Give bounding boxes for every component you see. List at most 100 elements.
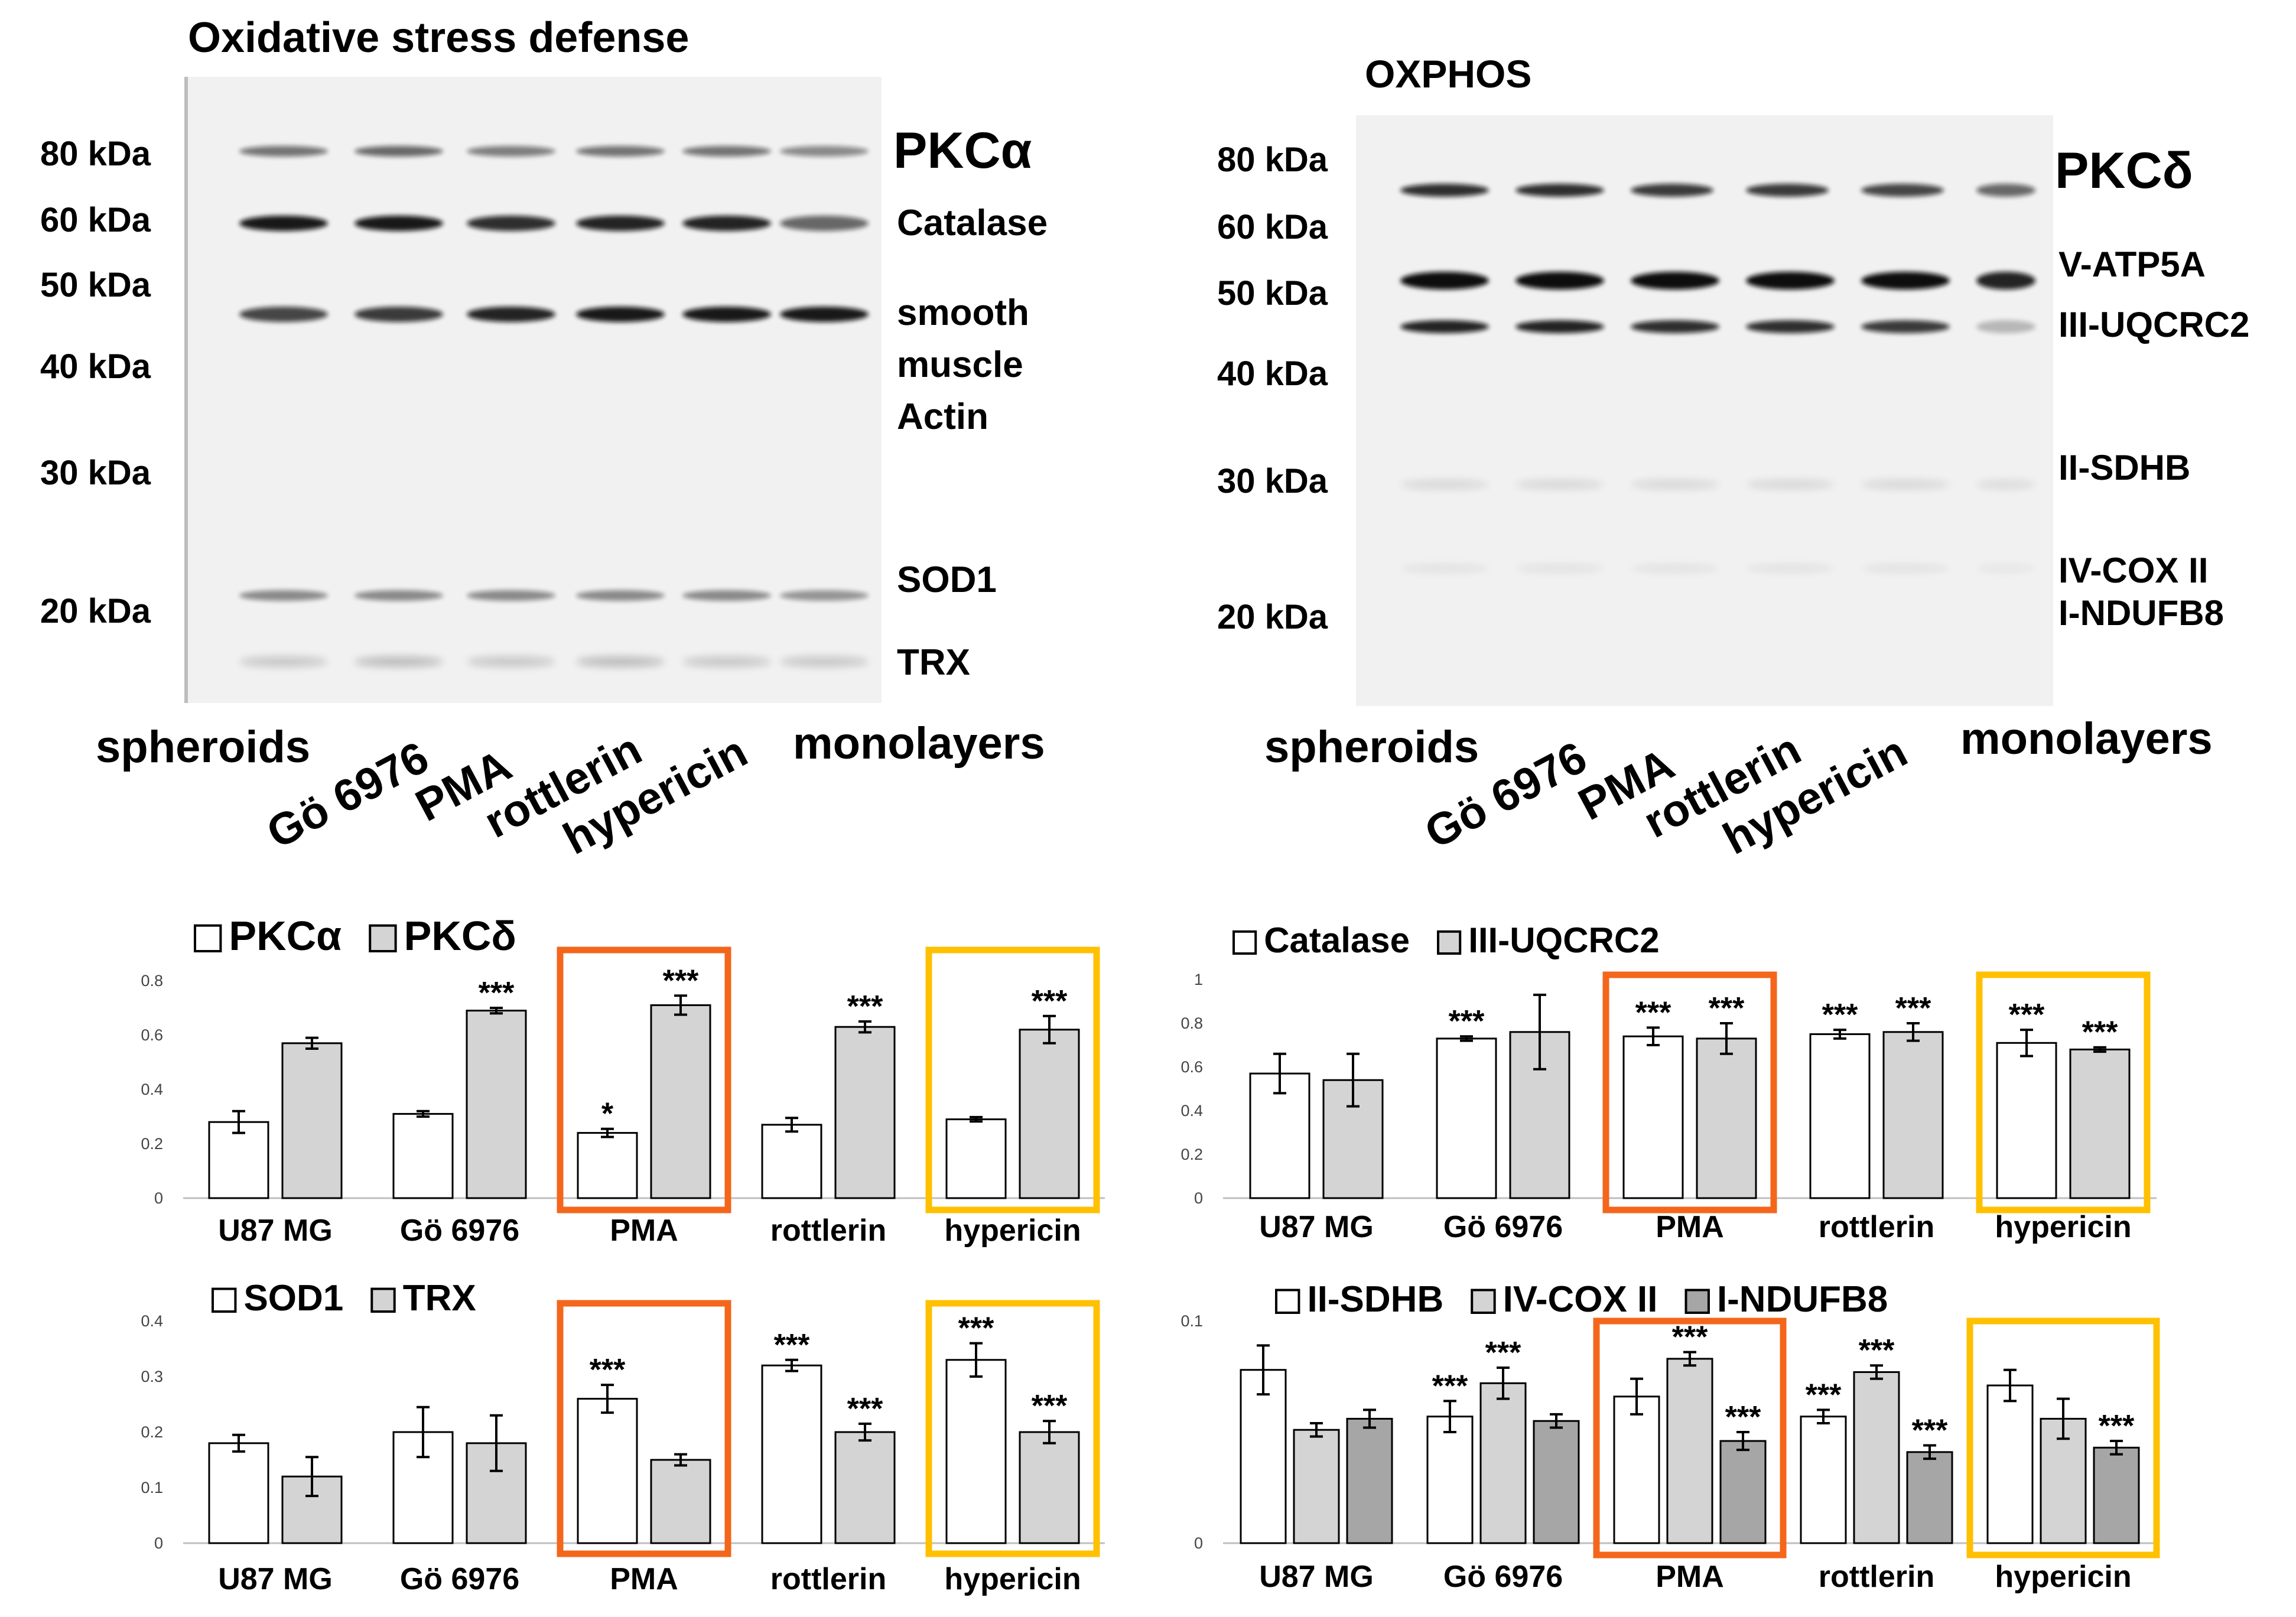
bar xyxy=(1719,1440,1767,1544)
significance-label: *** xyxy=(847,1392,883,1426)
legend-swatch xyxy=(1684,1289,1710,1315)
bar xyxy=(1436,1037,1497,1199)
significance-label: *** xyxy=(1032,1389,1068,1423)
blot-band xyxy=(1861,272,1950,289)
significance-label: *** xyxy=(1635,995,1671,1030)
error-bar xyxy=(674,994,687,1016)
lane-label: monolayers xyxy=(793,718,1045,769)
blot-band xyxy=(1746,320,1835,333)
error-bar xyxy=(232,1433,245,1453)
highlight-box-pma xyxy=(1593,1317,1787,1559)
significance-label: *** xyxy=(590,1353,626,1387)
significance-label: *** xyxy=(1449,1004,1485,1039)
x-tick-label: Gö 6976 xyxy=(400,1562,519,1596)
legend-label: IV-COX II xyxy=(1503,1279,1658,1320)
bar xyxy=(1696,1037,1757,1199)
bar xyxy=(208,1121,269,1199)
protein-label: PKCα xyxy=(893,122,1032,179)
protein-label: II-SDHB xyxy=(2058,448,2190,487)
blot-band xyxy=(1631,272,1719,289)
y-tick-label: 0.6 xyxy=(1180,1058,1203,1076)
legend-swatch xyxy=(1437,930,1462,955)
y-tick-label: 0.4 xyxy=(141,1081,163,1098)
y-tick-label: 0 xyxy=(154,1189,163,1207)
x-tick-label: hypericin xyxy=(1995,1210,2131,1244)
blot-band xyxy=(1746,184,1829,197)
blot-band xyxy=(1861,480,1950,489)
significance-label: *** xyxy=(1709,991,1745,1026)
significance-label: *** xyxy=(2082,1016,2118,1050)
x-tick-label: hypericin xyxy=(1995,1560,2131,1594)
bar xyxy=(761,1364,822,1544)
blot-band xyxy=(1400,184,1489,197)
error-bar xyxy=(417,1110,430,1118)
x-tick-label: rottlerin xyxy=(1819,1560,1934,1594)
blot-band xyxy=(239,590,328,601)
error-bar xyxy=(601,1384,614,1414)
blot-band xyxy=(239,307,328,322)
blot-band xyxy=(1631,184,1713,197)
bar xyxy=(1882,1031,1944,1199)
bar xyxy=(281,1042,343,1199)
error-bar xyxy=(674,1453,687,1467)
x-tick-label: U87 MG xyxy=(1259,1210,1374,1244)
lane-label: spheroids xyxy=(96,722,310,772)
bar xyxy=(466,1010,527,1199)
x-tick-label: PMA xyxy=(1656,1560,1724,1594)
marker-label: 30 kDa xyxy=(1217,462,1328,500)
blot-band xyxy=(1746,565,1835,572)
bar xyxy=(1853,1371,1900,1544)
blot-band xyxy=(355,590,443,601)
error-bar xyxy=(970,1342,983,1378)
bar xyxy=(945,1359,1007,1544)
significance-label: *** xyxy=(2099,1409,2135,1443)
blot-band xyxy=(576,146,665,157)
lane-label: spheroids xyxy=(1264,722,1479,772)
error-bar xyxy=(1817,1408,1830,1424)
bar xyxy=(1019,1029,1080,1199)
error-bar xyxy=(1870,1364,1883,1380)
blot-band xyxy=(780,146,869,157)
error-bar xyxy=(1550,1413,1563,1429)
blot-band xyxy=(1976,565,2035,572)
error-bar xyxy=(2020,1029,2033,1058)
error-bar xyxy=(2004,1368,2017,1403)
blot-left-proteins: PKCα Catalase smooth muscle Actin SOD1 T… xyxy=(893,122,1048,683)
lane-label: monolayers xyxy=(1960,714,2213,764)
bar xyxy=(1613,1395,1660,1544)
y-tick-label: 0 xyxy=(1194,1534,1203,1552)
blot-band xyxy=(1516,320,1604,333)
legend-swatch xyxy=(1232,930,1257,955)
blot-right-proteins: PKCδ V-ATP5A III-UQCRC2 II-SDHB IV-COX I… xyxy=(2055,142,2249,633)
error-bar xyxy=(1347,1052,1360,1108)
significance-label: *** xyxy=(958,1312,994,1346)
significance-label: *** xyxy=(1485,1336,1521,1370)
x-tick-label: U87 MG xyxy=(218,1562,333,1596)
blot-band xyxy=(239,657,328,666)
bar xyxy=(1533,1420,1580,1544)
blot-band xyxy=(780,216,869,231)
bar xyxy=(834,1431,896,1544)
bar xyxy=(1293,1429,1340,1544)
bar xyxy=(2069,1048,2131,1199)
blot-band xyxy=(576,590,665,601)
blot-band xyxy=(355,657,443,666)
bar xyxy=(577,1132,638,1199)
error-bar xyxy=(785,1358,798,1372)
error-bar xyxy=(417,1405,430,1459)
significance-label: *** xyxy=(1032,984,1068,1019)
blot-left: Oxidative stress defense 80 kDa 60 kDa 5… xyxy=(40,14,1048,864)
marker-label: 40 kDa xyxy=(1217,354,1328,393)
marker-label: 80 kDa xyxy=(40,135,151,173)
significance-label: *** xyxy=(1672,1320,1708,1355)
highlight-box-hypericin xyxy=(925,1300,1100,1557)
x-tick-label: PMA xyxy=(610,1562,678,1596)
legend-swatch xyxy=(370,1287,396,1313)
significance-label: *** xyxy=(1895,991,1931,1026)
blot-band xyxy=(467,590,555,601)
legend-swatch xyxy=(212,1287,237,1313)
blot-right-membrane xyxy=(1356,115,2053,706)
error-bar xyxy=(232,1110,245,1134)
protein-label: PKCδ xyxy=(2055,142,2193,199)
